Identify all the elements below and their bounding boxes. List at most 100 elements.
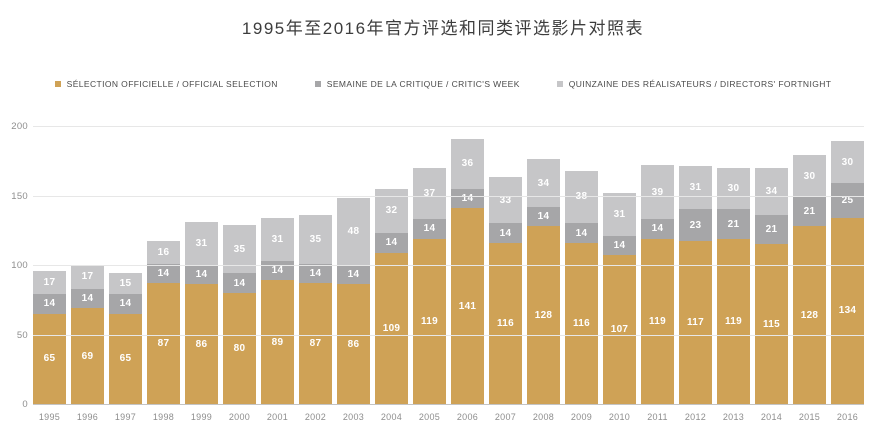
legend-item: QUINZAINE DES RÉALISATEURS / DIRECTORS' … [556, 79, 832, 89]
bar-segment-official-selection: 141 [451, 208, 484, 404]
legend-item: SEMAINE DE LA CRITIQUE / CRITIC'S WEEK [314, 79, 520, 89]
bar-segment-official-selection: 115 [755, 244, 788, 404]
bar-group: 17 14 65 [33, 270, 66, 404]
x-axis-label: 2008 [532, 412, 555, 422]
bar-group: 30 21 119 [717, 167, 750, 404]
bar-segment-official-selection: 80 [223, 292, 256, 404]
bar-segment-critics-week: 14 [33, 294, 66, 314]
gridline [33, 195, 864, 197]
plot-area: 17 14 65 17 14 69 15 14 65 16 14 87 31 14 86 35 14 80 31 14… [11, 121, 864, 422]
bar-group: 31 14 107 [603, 192, 636, 404]
bars-container: 17 14 65 17 14 69 15 14 65 16 14 87 31 14 86 35 14 80 31 14… [33, 127, 864, 404]
bar-segment-critics-week: 14 [337, 265, 370, 285]
bar-segment-official-selection: 65 [109, 313, 142, 404]
y-axis-label: 50 [16, 329, 28, 341]
bar-segment-official-selection: 119 [641, 238, 674, 404]
bar-segment-value: 15 [119, 278, 132, 290]
x-axis-label: 2003 [342, 412, 365, 422]
bar-segment-critics-week: 14 [71, 288, 104, 309]
bar-segment-critics-week: 14 [603, 235, 636, 256]
bar-segment-value: 25 [841, 194, 854, 206]
bar-segment-value: 34 [537, 177, 550, 189]
legend-item-label: SEMAINE DE LA CRITIQUE / CRITIC'S WEEK [326, 79, 520, 89]
bar-segment-value: 87 [157, 338, 170, 350]
bar-segment-official-selection: 128 [527, 226, 560, 404]
x-axis-label: 2004 [380, 412, 403, 422]
bar-segment-directors-fortnight: 31 [603, 192, 636, 236]
bar-group: 30 25 134 [831, 141, 864, 404]
bar-segment-official-selection: 86 [185, 284, 218, 404]
bar-group: 38 14 116 [565, 170, 598, 404]
bar-segment-value: 14 [613, 240, 626, 252]
bar-segment-critics-week: 14 [109, 294, 142, 314]
x-axis-label: 2009 [570, 412, 593, 422]
bar-segment-directors-fortnight: 39 [641, 164, 674, 220]
bar-segment-value: 115 [762, 318, 781, 330]
bar-segment-value: 116 [572, 317, 591, 329]
x-axis-labels: 1995 1996 1997 1998 1999 2000 2001 2002 2003 2004… [33, 412, 864, 422]
bar-segment-directors-fortnight: 17 [71, 265, 104, 289]
bar-segment-directors-fortnight: 30 [717, 167, 750, 210]
bar-segment-official-selection: 116 [489, 242, 522, 404]
x-axis-label: 2000 [228, 412, 251, 422]
bar-segment-value: 86 [347, 338, 360, 350]
bar-segment-value: 14 [157, 267, 170, 279]
bar-group: 39 14 119 [641, 164, 674, 404]
bar-group: 33 14 116 [489, 177, 522, 404]
bar-segment-critics-week: 14 [299, 263, 332, 284]
x-axis-label: 2014 [760, 412, 783, 422]
gridline [33, 126, 864, 127]
bar-segment-critics-week: 14 [147, 263, 180, 284]
y-axis-label: 200 [11, 121, 28, 132]
bar-segment-critics-week: 14 [375, 233, 408, 253]
bar-segment-value: 31 [195, 237, 208, 249]
chart-title: 1995年至2016年官方评选和同类评选影片对照表 [241, 19, 645, 38]
bar-segment-value: 31 [613, 208, 626, 220]
bar-group: 35 14 80 [223, 224, 256, 404]
bar-segment-value: 119 [724, 315, 743, 327]
bar-segment-official-selection: 89 [261, 280, 294, 404]
bar-segment-value: 32 [385, 205, 398, 217]
bar-segment-value: 14 [81, 292, 94, 304]
bar-segment-directors-fortnight: 16 [147, 241, 180, 264]
bar-group: 32 14 109 [375, 188, 408, 404]
bar-segment-value: 128 [800, 309, 819, 321]
x-axis-label: 2001 [266, 412, 289, 422]
bar-segment-directors-fortnight: 34 [755, 167, 788, 215]
bar-segment-value: 16 [157, 247, 170, 258]
bar-segment-value: 89 [271, 336, 284, 348]
y-axis-label: 150 [11, 190, 28, 202]
bar-segment-value: 65 [119, 353, 132, 365]
bar-group: 16 14 87 [147, 241, 180, 404]
legend-swatch-icon [556, 81, 563, 87]
chart-legend: SÉLECTION OFFICIELLE / OFFICIAL SELECTIO… [0, 79, 886, 89]
bar-segment-value: 128 [534, 309, 553, 321]
bar-segment-value: 107 [610, 324, 629, 336]
bar-segment-directors-fortnight: 48 [337, 198, 370, 266]
bar-segment-critics-week: 25 [831, 183, 864, 218]
bar-segment-value: 14 [43, 298, 56, 310]
x-axis-label: 2012 [684, 412, 707, 422]
x-axis-line [33, 404, 864, 405]
legend-item-label: SÉLECTION OFFICIELLE / OFFICIAL SELECTIO… [66, 79, 278, 89]
bar-segment-value: 17 [81, 271, 94, 283]
bar-segment-directors-fortnight: 38 [565, 170, 598, 224]
bar-segment-critics-week: 23 [679, 209, 712, 242]
x-axis-label: 2013 [722, 412, 745, 422]
bar-segment-value: 21 [727, 218, 740, 230]
bar-group: 31 14 86 [185, 221, 218, 404]
legend-item: SÉLECTION OFFICIELLE / OFFICIAL SELECTIO… [54, 79, 278, 89]
bar-segment-directors-fortnight: 35 [223, 224, 256, 274]
bar-segment-value: 48 [347, 226, 360, 238]
bar-segment-critics-week: 14 [527, 206, 560, 227]
legend-item-label: QUINZAINE DES RÉALISATEURS / DIRECTORS' … [568, 79, 832, 89]
bar-segment-value: 14 [499, 227, 512, 239]
bar-segment-official-selection: 86 [337, 284, 370, 404]
bar-segment-value: 30 [803, 170, 816, 182]
bar-segment-value: 35 [233, 243, 246, 255]
bar-segment-value: 69 [81, 350, 94, 362]
bar-segment-value: 86 [195, 338, 208, 350]
x-axis-label: 2007 [494, 412, 517, 422]
bar-group: 48 14 86 [337, 198, 370, 404]
bar-segment-value: 14 [537, 210, 550, 222]
